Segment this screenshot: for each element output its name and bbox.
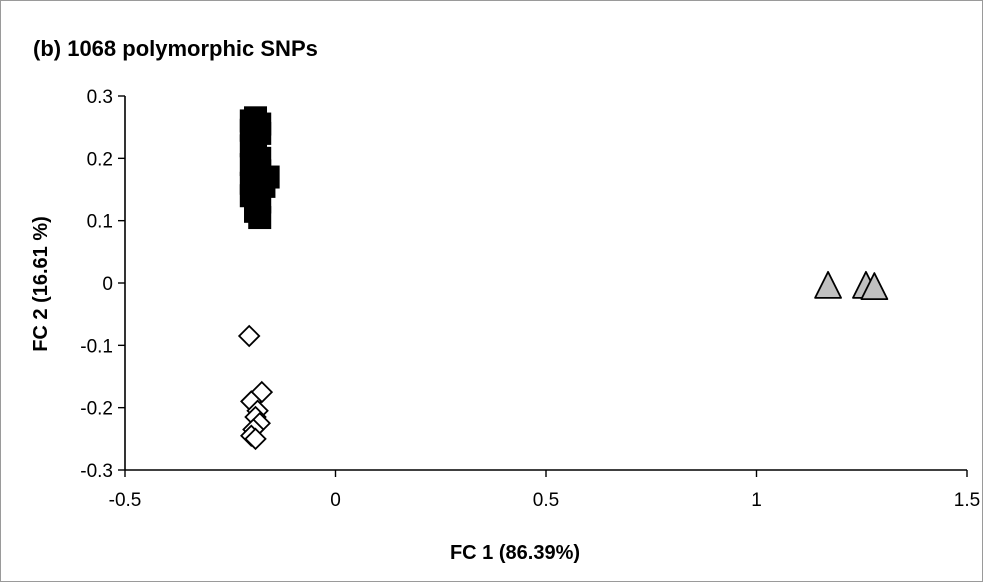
square-marker	[244, 199, 268, 223]
x-tick-labels: -0.5 0 0.5 1 1.5	[109, 490, 981, 511]
chart-title: (b) 1068 polymorphic SNPs	[33, 36, 318, 61]
x-tick-label: 1	[751, 490, 762, 511]
y-axis-label: FC 2 (16.61 %)	[30, 216, 52, 352]
triangle-marker	[860, 272, 889, 301]
y-tick-label: -0.2	[80, 399, 113, 420]
data-points	[237, 106, 889, 451]
y-tick-label: -0.3	[80, 461, 113, 482]
y-tick-labels: 0.3 0.2 0.1 0 -0.1 -0.2 -0.3	[80, 87, 113, 482]
y-tick-label: 0.1	[87, 212, 113, 233]
x-axis-label: FC 1 (86.39%)	[450, 542, 580, 564]
triangle-marker	[814, 270, 842, 299]
x-tick-label: 0	[330, 490, 341, 511]
y-tick-label: 0	[102, 274, 113, 295]
x-tick-label: 0.5	[533, 490, 559, 511]
diamond-marker	[237, 324, 261, 348]
y-tick-label: -0.1	[80, 336, 113, 357]
y-tick-label: 0.2	[87, 149, 113, 170]
axes	[118, 95, 968, 477]
x-tick-label: 1.5	[954, 490, 980, 511]
diamond-marker	[244, 427, 267, 451]
x-tick-label: -0.5	[109, 490, 142, 511]
y-tick-label: 0.3	[87, 87, 113, 108]
